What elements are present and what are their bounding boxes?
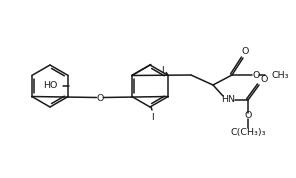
- Text: HO: HO: [43, 82, 57, 90]
- Text: C(CH₃)₃: C(CH₃)₃: [230, 129, 266, 137]
- Text: O: O: [260, 75, 268, 85]
- Text: HN: HN: [221, 96, 235, 104]
- Text: O: O: [244, 111, 252, 121]
- Text: O: O: [241, 46, 249, 56]
- Text: I: I: [151, 112, 153, 122]
- Text: O: O: [252, 70, 260, 80]
- Text: CH₃: CH₃: [272, 70, 289, 80]
- Text: I: I: [161, 66, 164, 75]
- Text: O: O: [96, 94, 104, 103]
